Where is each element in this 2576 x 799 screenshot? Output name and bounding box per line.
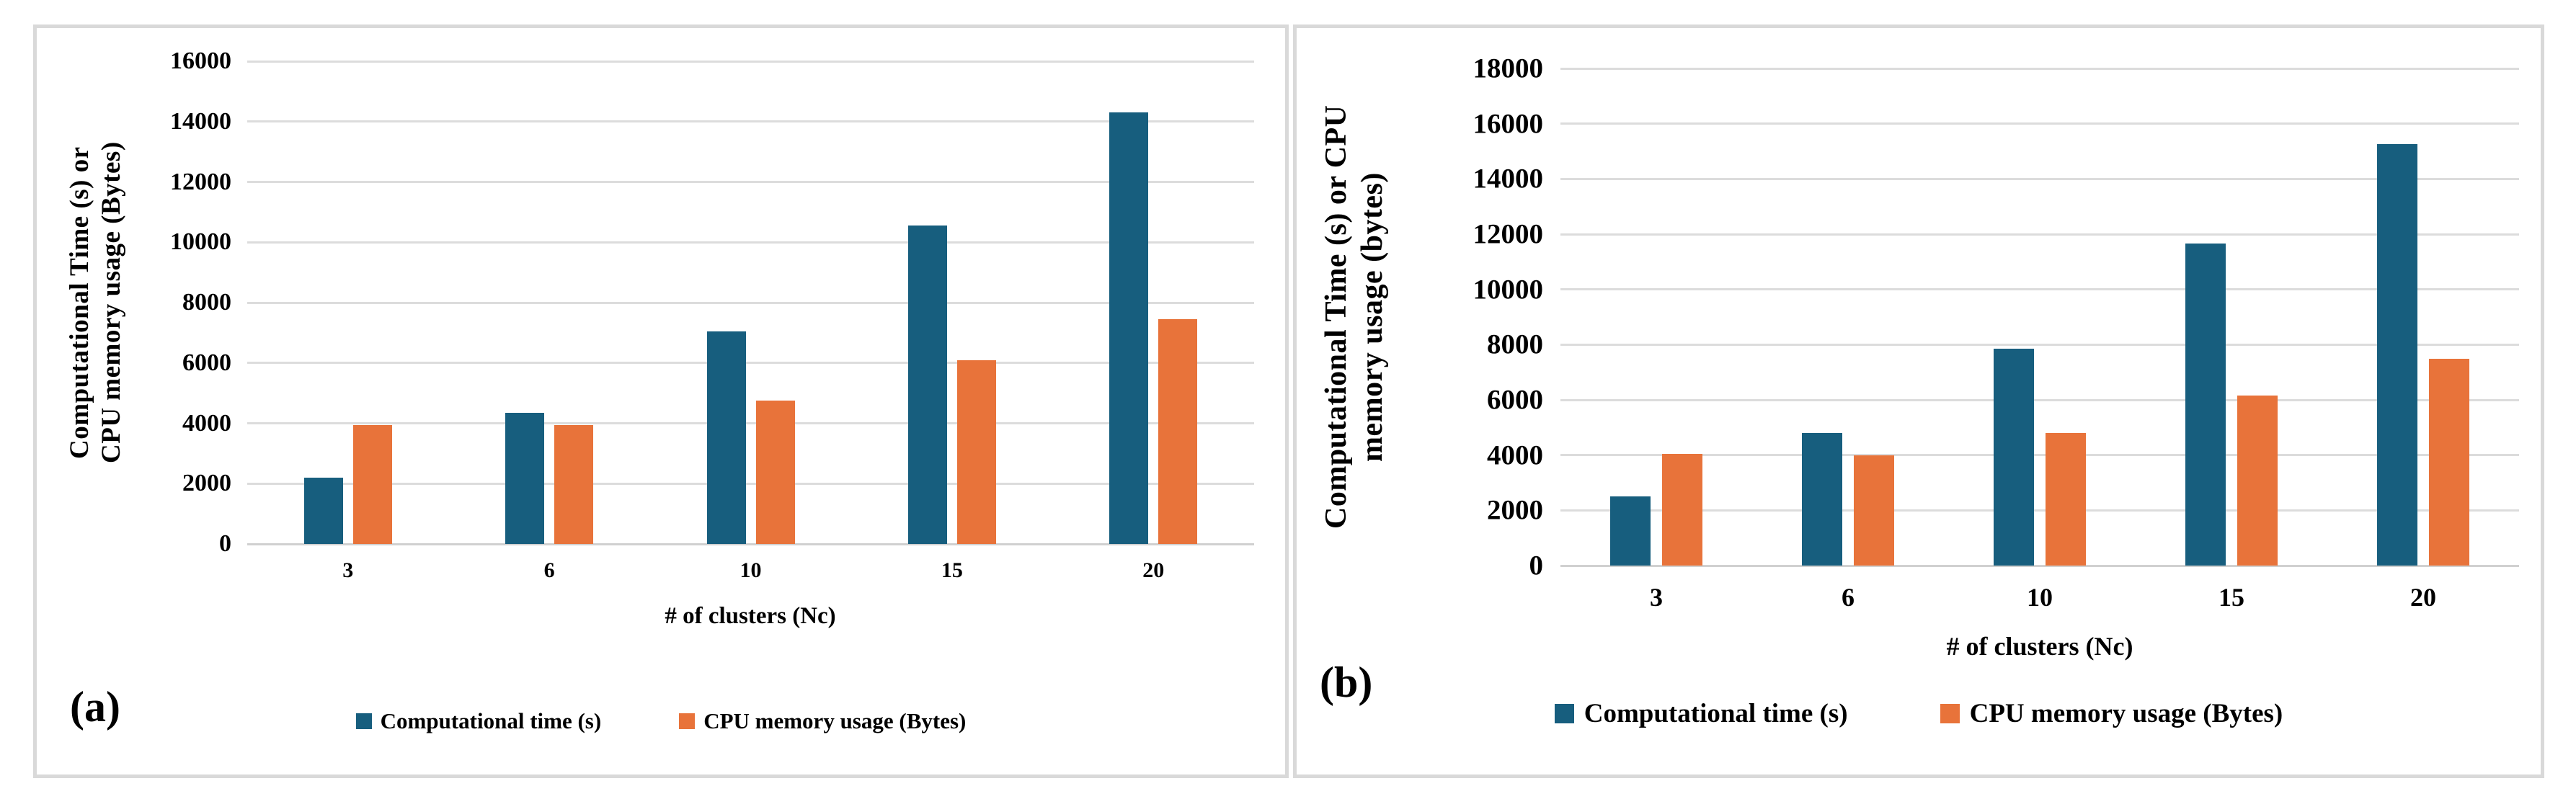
bar-computational-time [303, 477, 343, 544]
panel-b-legend: Computational time (s) CPU memory usage … [1297, 698, 2541, 729]
panel-a-label: (a) [70, 683, 120, 731]
gridline [1560, 177, 2519, 180]
legend-item-cpu-memory: CPU memory usage (Bytes) [679, 708, 966, 734]
bar-cpu-memory-usage [2429, 358, 2469, 566]
gridline [247, 482, 1254, 485]
gridline [1560, 398, 2519, 401]
bar-cpu-memory-usage [1158, 319, 1198, 544]
bar-cpu-memory-usage [554, 424, 594, 544]
legend-label: Computational time (s) [1584, 699, 1848, 728]
bar-cpu-memory-usage [755, 401, 795, 544]
cpu-memory-swatch-icon [679, 713, 696, 729]
bar-cpu-memory-usage [1662, 453, 1702, 566]
x-axis-line [247, 543, 1254, 545]
x-tick-label: 3 [342, 558, 354, 582]
gridline [1560, 288, 2519, 291]
y-tick-label: 14000 [170, 107, 231, 135]
gridline [247, 362, 1254, 365]
y-tick-label: 6000 [1487, 384, 1543, 416]
y-tick-label: 2000 [182, 470, 231, 497]
panel-b-plot-area: 0 2000 4000 6000 8000 10000 12000 14000 16000 180… [1473, 55, 2519, 610]
panel-a-plot-area: 0 2000 4000 6000 8000 10000 12000 14000 16000 3 6 1… [170, 49, 1254, 581]
legend-label: Computational time (s) [380, 708, 602, 733]
computational-time-swatch-icon [1554, 704, 1574, 723]
y-tick-label: 2000 [1487, 494, 1543, 526]
y-tick-label: 8000 [182, 289, 231, 316]
x-tick-label: 6 [1842, 583, 1855, 612]
panel-b-y-axis-title: Computational Time (s) or CPU memory usa… [1320, 104, 1389, 530]
legend-item-cpu-memory: CPU memory usage (Bytes) [1940, 698, 2283, 729]
gridline [1560, 509, 2519, 512]
y-tick-label: 6000 [182, 349, 231, 376]
bar-cpu-memory-usage [352, 424, 392, 544]
x-tick-label: 15 [941, 558, 963, 582]
gridline [1560, 454, 2519, 457]
legend-item-computational-time: Computational time (s) [1554, 698, 1848, 729]
x-tick-label: 20 [1142, 558, 1165, 582]
gridline [247, 301, 1254, 304]
bar-computational-time [1994, 349, 2034, 566]
legend-item-computational-time: Computational time (s) [355, 708, 602, 734]
x-tick-label: 10 [740, 558, 762, 582]
y-tick-label: 16000 [170, 48, 231, 74]
y-tick-label: 0 [219, 530, 231, 557]
bar-cpu-memory-usage [956, 360, 996, 544]
y-tick-label: 4000 [1487, 439, 1543, 471]
bar-computational-time [505, 412, 545, 544]
y-tick-label: 10000 [1473, 274, 1544, 305]
y-tick-label: 8000 [1487, 329, 1543, 360]
bar-computational-time [1802, 433, 1842, 566]
x-axis-line [1560, 564, 2519, 567]
legend-label: CPU memory usage (Bytes) [703, 708, 967, 733]
computational-time-swatch-icon [355, 713, 372, 729]
panel-b-label: (b) [1320, 659, 1373, 706]
x-tick-label: 10 [2027, 583, 2053, 612]
panel-b-x-axis-title: # of clusters (Nc) [1946, 632, 2133, 661]
y-tick-label: 14000 [1473, 163, 1544, 195]
panel-b: Computational Time (s) or CPU memory usa… [1293, 24, 2544, 778]
bar-computational-time [1610, 496, 1651, 566]
bar-cpu-memory-usage [2046, 433, 2086, 566]
x-tick-label: 15 [2219, 583, 2244, 612]
bar-cpu-memory-usage [1854, 455, 1894, 566]
bar-computational-time [907, 226, 947, 544]
gridline [1560, 122, 2519, 125]
y-tick-label: 4000 [182, 409, 231, 437]
gridline [247, 60, 1254, 63]
bar-computational-time [1109, 112, 1149, 544]
y-tick-label: 18000 [1473, 53, 1544, 84]
gridline [1560, 233, 2519, 236]
y-tick-label: 16000 [1473, 108, 1544, 140]
gridline [1560, 67, 2519, 70]
gridline [247, 120, 1254, 123]
y-tick-label: 10000 [170, 228, 231, 256]
gridline [1560, 343, 2519, 346]
bar-computational-time [706, 331, 746, 544]
x-tick-label: 3 [1650, 583, 1663, 612]
y-tick-label: 12000 [170, 168, 231, 195]
panel-a-legend: Computational time (s) CPU memory usage … [37, 708, 1285, 734]
cpu-memory-swatch-icon [1940, 704, 1960, 723]
bar-computational-time [2185, 244, 2226, 566]
y-tick-label: 12000 [1473, 218, 1544, 250]
gridline [247, 181, 1254, 183]
gridline [247, 241, 1254, 244]
y-tick-label: 0 [1529, 550, 1544, 581]
bar-computational-time [2377, 144, 2417, 566]
gridline [247, 422, 1254, 424]
panel-a: Computational Time (s) or CPU memory usa… [33, 24, 1289, 778]
panel-a-x-axis-title: # of clusters (Nc) [665, 603, 836, 629]
x-tick-label: 6 [543, 558, 555, 582]
x-tick-label: 20 [2410, 583, 2436, 612]
bar-cpu-memory-usage [2237, 396, 2278, 566]
legend-label: CPU memory usage (Bytes) [1969, 699, 2283, 728]
